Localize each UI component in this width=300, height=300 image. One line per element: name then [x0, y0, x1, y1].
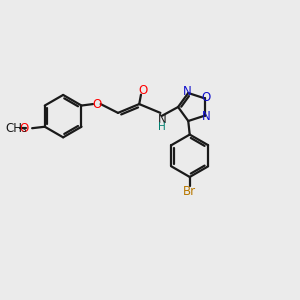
- Text: CH₃: CH₃: [5, 122, 27, 135]
- Text: H: H: [158, 122, 166, 132]
- Text: N: N: [158, 113, 166, 126]
- Text: O: O: [138, 84, 147, 97]
- Text: O: O: [19, 122, 28, 135]
- Text: O: O: [201, 91, 211, 104]
- Text: Br: Br: [183, 185, 196, 198]
- Text: O: O: [92, 98, 101, 111]
- Text: N: N: [202, 110, 210, 123]
- Text: N: N: [183, 85, 191, 98]
